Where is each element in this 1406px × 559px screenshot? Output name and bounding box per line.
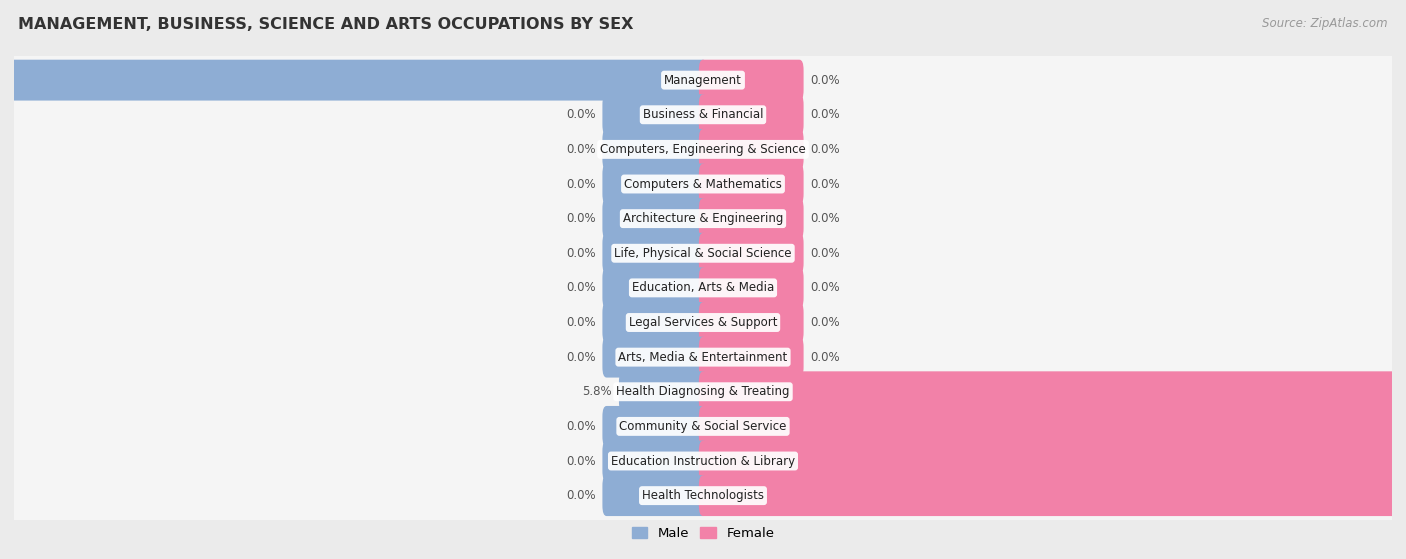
FancyBboxPatch shape (699, 406, 1406, 447)
Text: 0.0%: 0.0% (810, 350, 841, 364)
FancyBboxPatch shape (699, 164, 804, 205)
FancyBboxPatch shape (602, 94, 707, 135)
Text: 0.0%: 0.0% (565, 212, 596, 225)
FancyBboxPatch shape (602, 302, 707, 343)
Text: Education, Arts & Media: Education, Arts & Media (631, 281, 775, 295)
Text: Business & Financial: Business & Financial (643, 108, 763, 121)
Text: 0.0%: 0.0% (810, 247, 841, 260)
Text: 0.0%: 0.0% (565, 350, 596, 364)
FancyBboxPatch shape (699, 302, 804, 343)
FancyBboxPatch shape (13, 431, 1393, 491)
Text: 0.0%: 0.0% (565, 420, 596, 433)
Text: 0.0%: 0.0% (565, 454, 596, 467)
FancyBboxPatch shape (699, 337, 804, 377)
Text: 0.0%: 0.0% (565, 281, 596, 295)
Text: 0.0%: 0.0% (810, 316, 841, 329)
Text: Architecture & Engineering: Architecture & Engineering (623, 212, 783, 225)
FancyBboxPatch shape (13, 327, 1393, 387)
Text: Education Instruction & Library: Education Instruction & Library (612, 454, 794, 467)
FancyBboxPatch shape (602, 198, 707, 239)
FancyBboxPatch shape (13, 258, 1393, 318)
FancyBboxPatch shape (699, 198, 804, 239)
FancyBboxPatch shape (602, 475, 707, 516)
FancyBboxPatch shape (619, 371, 707, 412)
Text: Community & Social Service: Community & Social Service (619, 420, 787, 433)
FancyBboxPatch shape (602, 129, 707, 170)
FancyBboxPatch shape (13, 188, 1393, 249)
FancyBboxPatch shape (13, 50, 1393, 110)
Text: 0.0%: 0.0% (565, 247, 596, 260)
Text: Computers & Mathematics: Computers & Mathematics (624, 178, 782, 191)
FancyBboxPatch shape (13, 362, 1393, 422)
FancyBboxPatch shape (699, 475, 1406, 516)
Legend: Male, Female: Male, Female (626, 522, 780, 546)
FancyBboxPatch shape (602, 406, 707, 447)
Text: 0.0%: 0.0% (810, 281, 841, 295)
Text: 0.0%: 0.0% (810, 143, 841, 156)
Text: Source: ZipAtlas.com: Source: ZipAtlas.com (1263, 17, 1388, 30)
Text: 5.8%: 5.8% (582, 385, 612, 398)
FancyBboxPatch shape (602, 164, 707, 205)
FancyBboxPatch shape (699, 267, 804, 309)
FancyBboxPatch shape (0, 60, 707, 101)
FancyBboxPatch shape (602, 233, 707, 274)
FancyBboxPatch shape (13, 119, 1393, 179)
Text: 0.0%: 0.0% (810, 212, 841, 225)
Text: 0.0%: 0.0% (810, 108, 841, 121)
Text: Computers, Engineering & Science: Computers, Engineering & Science (600, 143, 806, 156)
Text: Health Technologists: Health Technologists (643, 489, 763, 502)
Text: 0.0%: 0.0% (565, 178, 596, 191)
FancyBboxPatch shape (13, 223, 1393, 283)
FancyBboxPatch shape (699, 440, 1406, 481)
Text: Health Diagnosing & Treating: Health Diagnosing & Treating (616, 385, 790, 398)
Text: 0.0%: 0.0% (565, 143, 596, 156)
FancyBboxPatch shape (699, 94, 804, 135)
FancyBboxPatch shape (602, 440, 707, 481)
Text: 0.0%: 0.0% (810, 178, 841, 191)
Text: Management: Management (664, 74, 742, 87)
FancyBboxPatch shape (699, 233, 804, 274)
Text: 0.0%: 0.0% (565, 108, 596, 121)
FancyBboxPatch shape (13, 154, 1393, 214)
FancyBboxPatch shape (699, 60, 804, 101)
Text: 0.0%: 0.0% (565, 489, 596, 502)
FancyBboxPatch shape (13, 466, 1393, 526)
FancyBboxPatch shape (602, 267, 707, 309)
FancyBboxPatch shape (699, 371, 1406, 412)
Text: Legal Services & Support: Legal Services & Support (628, 316, 778, 329)
Text: 0.0%: 0.0% (810, 74, 841, 87)
Text: Arts, Media & Entertainment: Arts, Media & Entertainment (619, 350, 787, 364)
FancyBboxPatch shape (602, 337, 707, 377)
FancyBboxPatch shape (13, 292, 1393, 353)
FancyBboxPatch shape (699, 129, 804, 170)
Text: MANAGEMENT, BUSINESS, SCIENCE AND ARTS OCCUPATIONS BY SEX: MANAGEMENT, BUSINESS, SCIENCE AND ARTS O… (18, 17, 634, 32)
FancyBboxPatch shape (13, 84, 1393, 145)
FancyBboxPatch shape (13, 396, 1393, 457)
Text: Life, Physical & Social Science: Life, Physical & Social Science (614, 247, 792, 260)
Text: 0.0%: 0.0% (565, 316, 596, 329)
